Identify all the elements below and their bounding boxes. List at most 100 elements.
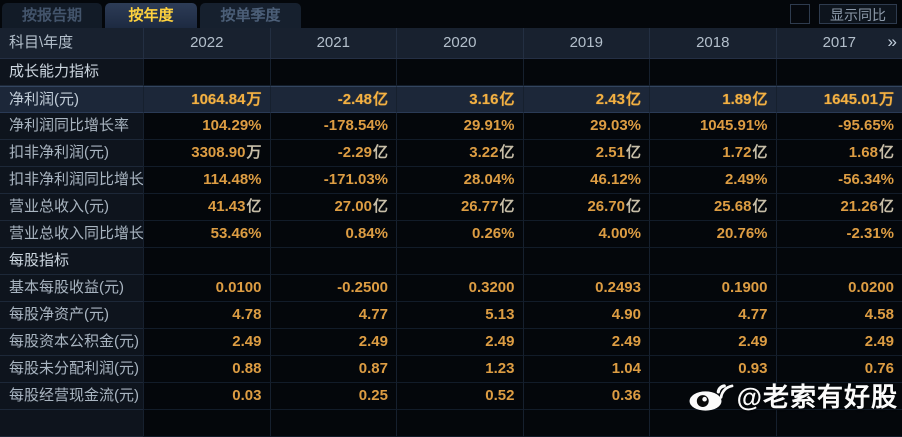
- value-cell: -95.65%: [776, 113, 902, 140]
- value-unit: 亿: [625, 144, 641, 161]
- value-number: -2.29: [338, 144, 372, 161]
- value-unit: 万: [245, 144, 261, 161]
- row-label: 净利润同比增长率: [0, 113, 143, 140]
- value-cell: 2.51亿: [523, 140, 650, 167]
- value-cell: 2.49: [776, 329, 902, 356]
- value-cell: -2.29亿: [270, 140, 397, 167]
- value-cell: 4.58: [776, 302, 902, 329]
- yoy-controls: 显示同比: [790, 4, 897, 24]
- value-cell: [523, 59, 650, 86]
- value-cell: 21.26亿: [776, 194, 902, 221]
- value-number: 41.43: [208, 198, 246, 215]
- value-cell: [396, 59, 523, 86]
- value-unit: 亿: [625, 91, 641, 108]
- value-unit: 亿: [498, 198, 514, 215]
- value-number: 3.16: [469, 91, 498, 108]
- value-cell: 29.03%: [523, 113, 650, 140]
- more-columns-icon[interactable]: »: [888, 27, 897, 57]
- value-number: 3308.90: [191, 144, 245, 161]
- row-label: 净利润(元): [0, 86, 143, 113]
- year-header-2022: 2022: [143, 28, 270, 58]
- row-label: 每股资本公积金(元): [0, 329, 143, 356]
- value-cell: 0.3200: [396, 275, 523, 302]
- value-cell: 26.77亿: [396, 194, 523, 221]
- value-cell: 0.0200: [776, 275, 902, 302]
- value-cell: -171.03%: [270, 167, 397, 194]
- tab-by-year[interactable]: 按年度: [105, 3, 197, 28]
- value-cell: 2.49: [523, 329, 650, 356]
- row-label: 营业总收入(元): [0, 194, 143, 221]
- value-cell: -56.34%: [776, 167, 902, 194]
- value-cell: 2.49%: [649, 167, 776, 194]
- value-cell: 26.70亿: [523, 194, 650, 221]
- value-cell: 4.77: [649, 302, 776, 329]
- tab-by-single-quarter[interactable]: 按单季度: [200, 3, 301, 28]
- show-yoy-checkbox[interactable]: [790, 4, 810, 24]
- row-label: 营业总收入同比增长率: [0, 221, 143, 248]
- value-cell: 0.87: [270, 356, 397, 383]
- value-cell: [270, 248, 397, 275]
- value-cell: 3.16亿: [396, 86, 523, 113]
- value-unit: 亿: [372, 91, 388, 108]
- value-cell: 1.89亿: [649, 86, 776, 113]
- value-number: 25.68: [714, 198, 752, 215]
- show-yoy-label[interactable]: 显示同比: [819, 4, 897, 24]
- value-cell: 0.88: [143, 356, 270, 383]
- value-cell: [143, 410, 270, 437]
- year-header-2017: 2017 »: [776, 28, 902, 58]
- corner-header: 科目\年度: [0, 28, 143, 58]
- value-cell: 1045.91%: [649, 113, 776, 140]
- value-number: 27.00: [334, 198, 372, 215]
- table-row[interactable]: 扣非净利润同比增长率114.48%-171.03%28.04%46.12%2.4…: [0, 167, 902, 194]
- value-unit: 亿: [245, 198, 261, 215]
- row-label: 扣非净利润同比增长率: [0, 167, 143, 194]
- table-row[interactable]: 营业总收入同比增长率53.46%0.84%0.26%4.00%20.76%-2.…: [0, 221, 902, 248]
- value-cell: [776, 410, 902, 437]
- value-cell: [270, 410, 397, 437]
- value-cell: [523, 410, 650, 437]
- value-cell: 3308.90万: [143, 140, 270, 167]
- value-cell: 0.36: [523, 383, 650, 410]
- value-cell: 0.76: [776, 356, 902, 383]
- value-cell: 1064.84万: [143, 86, 270, 113]
- value-number: -2.48: [338, 91, 372, 108]
- value-cell: 2.43亿: [523, 86, 650, 113]
- row-label: 成长能力指标: [0, 59, 143, 86]
- year-header-2017-label: 2017: [823, 34, 856, 51]
- value-cell: 5.13: [396, 302, 523, 329]
- value-cell: 3.22亿: [396, 140, 523, 167]
- value-number: 1.72: [722, 144, 751, 161]
- value-cell: 0.2493: [523, 275, 650, 302]
- value-unit: 万: [878, 91, 894, 108]
- row-label: 基本每股收益(元): [0, 275, 143, 302]
- value-cell: 0.93: [649, 356, 776, 383]
- value-number: 21.26: [840, 198, 878, 215]
- value-number: 2.43: [596, 91, 625, 108]
- row-label: 每股未分配利润(元): [0, 356, 143, 383]
- year-header-2021: 2021: [270, 28, 397, 58]
- value-cell: 0.84%: [270, 221, 397, 248]
- value-cell: [523, 248, 650, 275]
- tab-by-report-period[interactable]: 按报告期: [2, 3, 102, 28]
- value-cell: -178.54%: [270, 113, 397, 140]
- year-header-2020: 2020: [396, 28, 523, 58]
- value-cell: 2.49: [143, 329, 270, 356]
- value-number: 1.89: [722, 91, 751, 108]
- section-row: 成长能力指标: [0, 59, 902, 86]
- value-cell: [396, 248, 523, 275]
- value-number: 1064.84: [191, 91, 245, 108]
- row-label: 每股指标: [0, 248, 143, 275]
- section-row: 每股指标: [0, 248, 902, 275]
- value-cell: 104.29%: [143, 113, 270, 140]
- value-cell: 4.77: [270, 302, 397, 329]
- value-number: 1645.01: [824, 91, 878, 108]
